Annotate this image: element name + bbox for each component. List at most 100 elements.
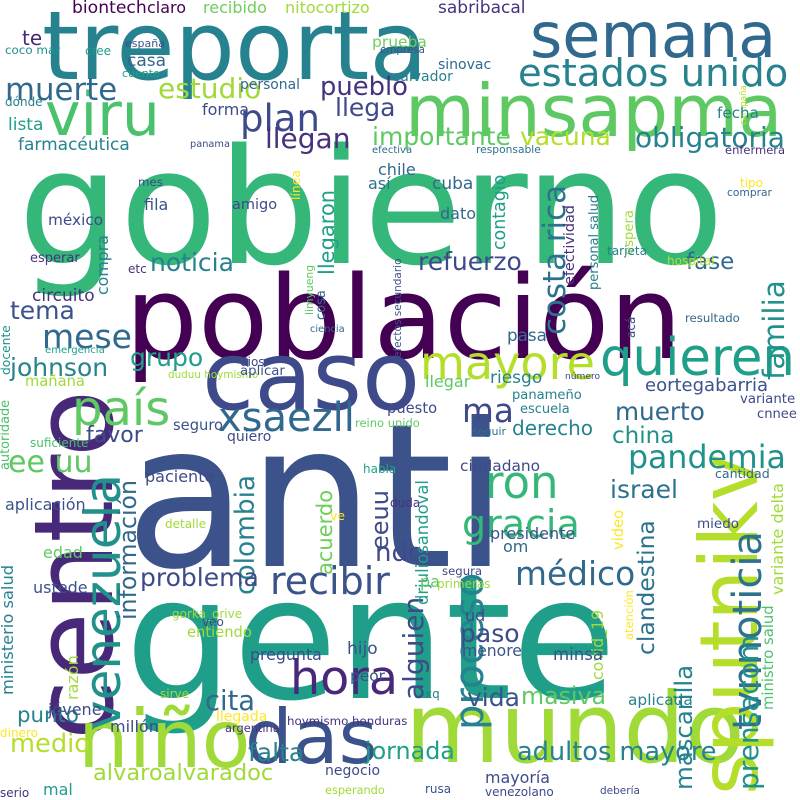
word-salvador: salvador (393, 69, 453, 85)
word-vacuna: vacuna (520, 122, 611, 151)
word-recibido: recibido (203, 0, 267, 17)
word-manana: mañana (25, 373, 85, 390)
word-sabribacal: sabribacal (438, 0, 526, 18)
word-mayoria: mayoría (485, 768, 551, 787)
word-hospital: hospital (667, 254, 715, 268)
word-enfermera: enfermera (725, 143, 786, 157)
word-eortegabarria: eortegabarria (645, 375, 769, 396)
word-sirve: sirve (160, 687, 190, 701)
word-primeras: primeras (437, 577, 491, 591)
word-etc: etc (128, 262, 147, 276)
word-fecha: fecha (717, 104, 759, 122)
word-empresa: empresa (380, 44, 425, 56)
word-minsa: minsa (553, 645, 604, 664)
word-china: china (612, 423, 675, 449)
word-escuela: escuela (520, 402, 570, 417)
word-menore: menore (462, 642, 522, 660)
word-aplicada: aplicada (628, 691, 693, 709)
word-aplicacion: aplicación (5, 495, 86, 514)
word-espana: españa (125, 37, 165, 50)
word-llega: llega (335, 93, 396, 122)
word-ve: ve (330, 508, 345, 523)
word-gente: gente (125, 541, 617, 739)
word-contagio: contagio (490, 174, 510, 250)
word-atencion: atención (622, 590, 636, 640)
word-jovene: jóvene (48, 700, 102, 719)
word-cnnee: cnnee (757, 407, 797, 422)
word-acuerdo: acuerdo (313, 489, 337, 575)
word-personal: personal (240, 77, 300, 93)
word-hoymismo-honduras: hoymismo honduras (287, 714, 408, 728)
word-minsapma: minsapma (405, 69, 783, 153)
word-reino-unido: reino unido (355, 416, 420, 430)
word-deberia: debería (600, 785, 640, 797)
word-aplicar: aplicar (240, 364, 285, 379)
word-entiendo: entiendo (187, 624, 252, 641)
word-hora: hora (290, 651, 399, 706)
word-negocio: negocio (325, 763, 381, 779)
word-segura: segura (442, 564, 483, 578)
word-clandestina: clandestina (632, 520, 660, 655)
word-pasa: pasa (507, 325, 547, 345)
word-llegar: llegar (425, 372, 471, 391)
word-mal: mal (43, 780, 73, 799)
word-mascarilla: mascarilla (669, 664, 698, 790)
word-xsaezll: xsaezll (218, 395, 355, 441)
word-paso: paso (460, 619, 520, 648)
word-rusa: rusa (425, 782, 452, 796)
word-compra: compra (93, 235, 112, 295)
word-personal-salud: personal salud (587, 194, 602, 290)
word-viru: viru (45, 80, 160, 150)
word-xq: xq (425, 687, 440, 701)
word-donde: dónde (5, 95, 43, 109)
word-presidente: presidente (490, 524, 576, 543)
word-prensacom: prensacom (732, 634, 765, 790)
word-fase: fase (686, 249, 735, 275)
word-medico: médico (515, 555, 636, 593)
word-emergencia: emergencia (45, 345, 105, 356)
word-duda: duda (390, 496, 421, 510)
word-suficiente: suficiente (30, 436, 89, 450)
word-informacion: información (114, 480, 142, 620)
word-ndo: ndo (375, 538, 424, 568)
word-noticia: noticia (150, 248, 234, 277)
word-sinovac: sinovac (438, 57, 492, 73)
word-masiva: masiva (521, 682, 607, 710)
word-te: te (22, 26, 43, 50)
word-falta: falta (248, 738, 305, 767)
word-serio: serio (0, 786, 30, 800)
word-caso: caso (202, 322, 421, 432)
word-pregunta: pregunta (250, 645, 322, 664)
word-seguro: seguro (173, 417, 224, 434)
word-forma: forma (202, 100, 250, 119)
word-circuito: circuito (32, 286, 95, 306)
word-panama: panama (190, 139, 230, 150)
word-responsable: responsable (476, 143, 541, 156)
word-alguien: alguien (397, 596, 430, 700)
word-llegan: llegan (265, 122, 351, 155)
word-resultado: resultado (685, 311, 740, 325)
word-vida: vida (467, 683, 520, 712)
word-dinero: dinero (0, 726, 38, 740)
word-mayore: mayore (420, 336, 595, 390)
word-ustede: ustede (33, 578, 88, 597)
word-millon: millón (110, 717, 159, 736)
word-gracia: gracia (462, 502, 580, 546)
word-muerte: muerte (5, 72, 118, 108)
word-efectiva: efectiva (372, 145, 413, 156)
word-adultos-mayore: adultos mayore (517, 737, 717, 767)
word-gorka-orive: gorka_orive (172, 607, 243, 621)
word-muerto: muerto (615, 397, 705, 426)
word-detalle: detalle (165, 517, 207, 531)
word-veo: veo (202, 615, 224, 629)
word-obligatoria: obligatoria (635, 121, 785, 154)
word-hijo: hijo (347, 639, 378, 659)
word-ud: ud (465, 606, 486, 625)
word-numero: número (565, 372, 601, 382)
word-pa: pa (420, 572, 440, 591)
word-familia: familia (757, 280, 791, 380)
word-quieren: quieren (600, 328, 795, 388)
word-medio: medio (10, 729, 90, 759)
word-duduu-hoymismo: duduu hoymismo (168, 369, 259, 381)
